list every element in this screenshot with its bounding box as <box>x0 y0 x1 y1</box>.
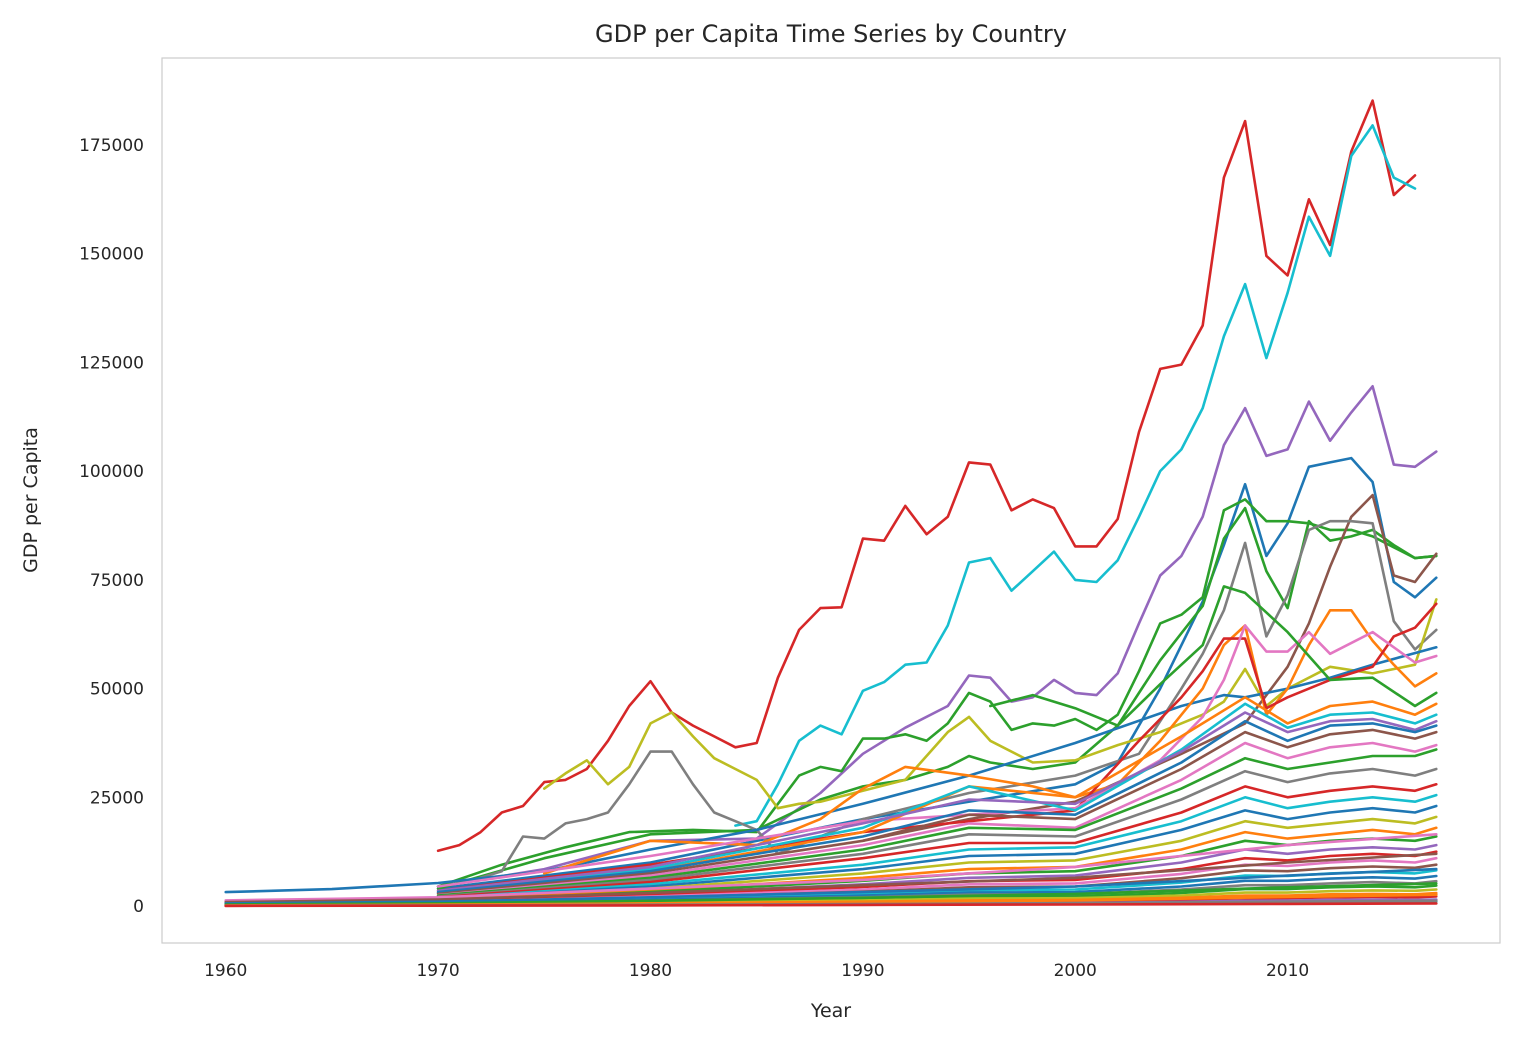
series-line-4 <box>436 456 1438 890</box>
y-tick-label: 50000 <box>90 680 144 700</box>
y-tick-label: 175000 <box>79 136 144 156</box>
series-line-11 <box>543 609 1438 875</box>
x-tick-label: 1990 <box>841 961 884 981</box>
y-axis-ticks: 0 25000 50000 75000 100000 125000 150000 175000 <box>79 136 144 917</box>
series-line-48 <box>224 902 1438 908</box>
series-line-12 <box>436 602 1438 893</box>
x-tick-label: 1960 <box>204 961 247 981</box>
series-line-42 <box>224 833 1438 902</box>
series-line-19 <box>436 728 1438 896</box>
y-tick-label: 150000 <box>79 245 144 265</box>
series-line-3 <box>436 385 1438 888</box>
x-tick-label: 2000 <box>1054 961 1097 981</box>
x-tick-label: 1970 <box>416 961 459 981</box>
series-line-17 <box>436 711 1438 893</box>
y-tick-label: 100000 <box>79 462 144 482</box>
series-line-18 <box>436 719 1438 894</box>
y-tick-label: 0 <box>133 897 144 917</box>
series-line-24 <box>436 793 1438 900</box>
series-line-13 <box>436 624 1438 888</box>
plot-frame <box>161 57 1501 944</box>
series-line-6 <box>436 498 1438 888</box>
x-axis-ticks: 1960 1970 1980 1990 2000 2010 <box>204 961 1309 981</box>
series-line-9 <box>543 598 1438 810</box>
series-line-23 <box>436 783 1438 899</box>
series-layer <box>224 99 1438 908</box>
series-line-26 <box>436 815 1438 901</box>
series-line-34 <box>436 874 1438 905</box>
series-line-20 <box>436 741 1438 897</box>
series-line-2 <box>734 124 1417 827</box>
x-tick-label: 2010 <box>1266 961 1309 981</box>
series-line-1 <box>436 99 1417 853</box>
series-line-22 <box>436 767 1438 898</box>
series-line-44 <box>224 867 1438 905</box>
y-tick-label: 75000 <box>90 571 144 591</box>
series-line-16 <box>436 702 1438 895</box>
series-line-14 <box>989 585 1438 727</box>
y-tick-label: 25000 <box>90 788 144 808</box>
series-line-43 <box>224 852 1438 904</box>
series-line-7 <box>861 493 1438 843</box>
series-line-27 <box>436 826 1438 902</box>
x-tick-label: 1980 <box>629 961 672 981</box>
series-line-5 <box>436 506 1438 890</box>
chart-title: GDP per Capita Time Series by Country <box>595 20 1067 48</box>
x-axis-label: Year <box>810 1000 851 1022</box>
series-line-30 <box>436 850 1438 903</box>
series-line-10 <box>224 646 1438 894</box>
series-line-21 <box>436 748 1438 897</box>
series-line-25 <box>436 804 1438 900</box>
series-line-31 <box>436 856 1438 904</box>
y-tick-label: 125000 <box>79 353 144 373</box>
series-line-15 <box>436 696 1438 895</box>
y-axis-label: GDP per Capita <box>20 427 42 573</box>
series-line-8 <box>479 519 1438 880</box>
